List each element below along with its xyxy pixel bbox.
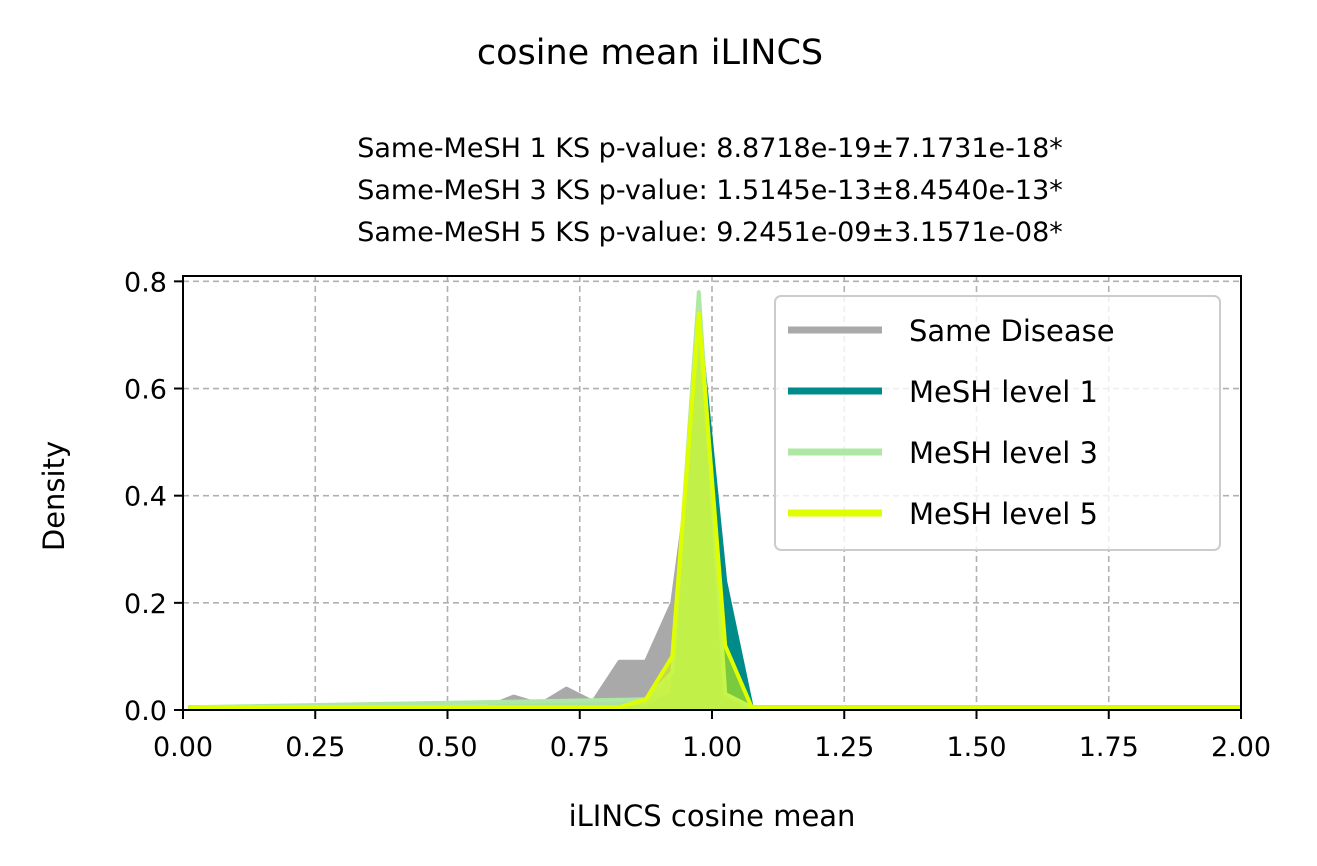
x-tick-label: 0.75 [550,732,610,763]
legend-label-4: MeSH level 5 [909,497,1098,531]
x-tick-label: 0.25 [285,732,345,763]
chart-subtitle-line-3: Same-MeSH 5 KS p-value: 9.2451e-09±3.157… [357,217,1063,248]
x-axis-label: iLINCS cosine mean [569,799,856,833]
legend-label-2: MeSH level 1 [909,375,1098,409]
y-axis-label: Density [37,441,71,551]
legend-box [774,295,1221,551]
legend-label-1: Same Disease [909,314,1115,348]
y-tick-label: 0.0 [124,696,167,727]
series-area-4 [188,313,1241,710]
x-tick-label: 1.50 [946,732,1006,763]
y-tick-label: 0.8 [124,267,167,298]
legend: Same Disease MeSH level 1 MeSH level 3 MeSH… [774,295,1221,551]
x-tick-label: 1.75 [1079,732,1139,763]
y-tick-label: 0.6 [124,375,167,406]
x-tick-label: 2.00 [1211,732,1271,763]
x-tick-label: 1.25 [814,732,874,763]
chart-title: cosine mean iLINCS [477,33,823,73]
legend-label-3: MeSH level 3 [909,436,1098,470]
chart-subtitle-line-1: Same-MeSH 1 KS p-value: 8.8718e-19±7.173… [357,133,1063,164]
x-tick-label: 0.00 [153,732,213,763]
y-tick-label: 0.2 [124,589,167,620]
series-line-4 [188,311,1241,710]
axis-ticks: 0.00 0.25 0.50 0.75 1.00 1.25 1.50 1.75 2.00 0.0 0… [124,267,1271,763]
density-series [188,290,1241,710]
y-tick-label: 0.4 [124,482,167,513]
x-tick-label: 0.50 [417,732,477,763]
chart-subtitle-line-2: Same-MeSH 3 KS p-value: 1.5145e-13±8.454… [357,175,1063,206]
x-tick-label: 1.00 [682,732,742,763]
